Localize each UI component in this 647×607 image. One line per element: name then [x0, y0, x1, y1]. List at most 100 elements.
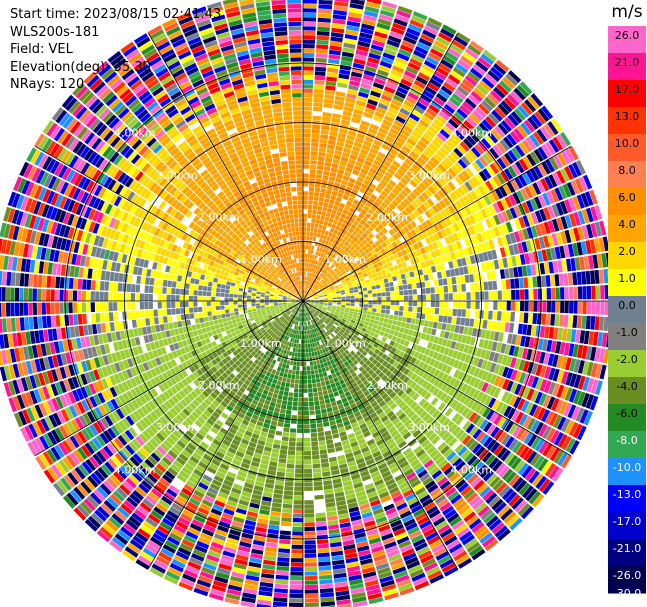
range-gate — [330, 213, 336, 219]
range-gate — [387, 399, 395, 407]
range-gate — [159, 521, 173, 532]
range-gate — [466, 514, 479, 526]
range-gate — [369, 147, 379, 155]
range-gate — [320, 183, 327, 189]
range-gate — [318, 368, 323, 374]
range-gate — [284, 481, 294, 487]
range-gate — [368, 386, 375, 393]
range-gate — [414, 197, 423, 206]
range-gate — [364, 347, 371, 353]
range-gate — [397, 456, 407, 465]
range-gate — [492, 280, 498, 290]
range-gate — [179, 470, 190, 480]
range-gate — [254, 347, 260, 353]
range-gate — [204, 398, 212, 406]
range-gate — [447, 244, 454, 253]
range-gate — [433, 70, 447, 81]
range-gate — [305, 301, 310, 303]
range-gate — [496, 236, 504, 247]
range-gate — [370, 90, 381, 98]
range-gate — [276, 325, 281, 330]
range-gate — [443, 157, 454, 167]
range-gate — [310, 432, 318, 438]
range-gate — [336, 603, 352, 607]
range-gate — [445, 487, 457, 498]
range-gate — [345, 97, 356, 104]
range-gate — [564, 199, 573, 213]
range-gate — [364, 482, 375, 490]
range-gate — [335, 418, 343, 424]
range-gate — [150, 470, 161, 480]
range-gate — [460, 449, 471, 460]
range-gate — [448, 332, 454, 340]
range-gate — [459, 82, 472, 93]
range-gate — [381, 374, 388, 382]
range-gate — [528, 184, 538, 197]
range-gate — [265, 542, 278, 548]
range-gate — [245, 515, 257, 522]
range-gate — [217, 467, 228, 475]
range-gate — [541, 409, 550, 423]
range-gate — [315, 57, 327, 63]
range-gate — [572, 315, 578, 328]
range-gate — [450, 150, 460, 161]
range-gate — [196, 540, 210, 550]
range-gate — [324, 277, 328, 281]
range-gate — [464, 206, 472, 216]
range-gate — [158, 551, 172, 562]
range-gate — [524, 336, 531, 348]
range-gate — [452, 497, 465, 508]
range-gate — [386, 272, 392, 278]
range-gate — [358, 499, 369, 506]
range-gate — [322, 308, 327, 311]
range-gate — [319, 377, 325, 382]
range-gate — [281, 512, 292, 518]
range-gate — [399, 201, 408, 209]
range-gate — [363, 400, 370, 408]
range-gate — [543, 123, 555, 138]
range-gate — [512, 425, 522, 438]
range-gate — [508, 474, 521, 487]
range-gate — [322, 471, 331, 477]
range-gate — [466, 192, 475, 203]
range-gate — [343, 171, 352, 178]
range-gate — [308, 292, 312, 296]
range-gate — [322, 264, 327, 269]
range-gate — [500, 198, 509, 210]
range-gate — [308, 293, 313, 297]
range-gate — [352, 477, 362, 485]
range-gate — [321, 268, 326, 274]
range-gate — [306, 307, 309, 312]
range-gate — [355, 239, 362, 245]
range-gate — [381, 56, 394, 65]
range-gate — [131, 471, 143, 482]
range-gate — [411, 312, 417, 319]
range-gate — [333, 229, 339, 235]
range-gate — [150, 452, 161, 463]
range-gate — [453, 292, 458, 301]
range-gate — [304, 303, 308, 307]
range-gate — [368, 442, 378, 450]
range-gate — [372, 450, 382, 458]
range-gate — [363, 179, 371, 186]
range-gate — [197, 507, 210, 516]
range-gate — [335, 381, 341, 387]
range-gate — [186, 480, 197, 489]
range-gate — [287, 346, 291, 351]
range-gate — [215, 451, 225, 459]
range-gate — [438, 315, 444, 323]
range-gate — [336, 271, 341, 276]
range-gate — [365, 458, 375, 466]
range-gate — [452, 426, 462, 437]
range-gate — [300, 353, 303, 358]
range-gate — [324, 320, 329, 325]
range-gate — [152, 532, 166, 543]
range-gate — [304, 473, 313, 478]
range-gate — [386, 388, 394, 396]
range-gate — [380, 313, 385, 318]
range-gate — [560, 131, 571, 147]
range-gate — [270, 383, 276, 389]
range-gate — [332, 186, 339, 192]
range-gate — [523, 431, 534, 445]
range-gate — [454, 342, 461, 351]
